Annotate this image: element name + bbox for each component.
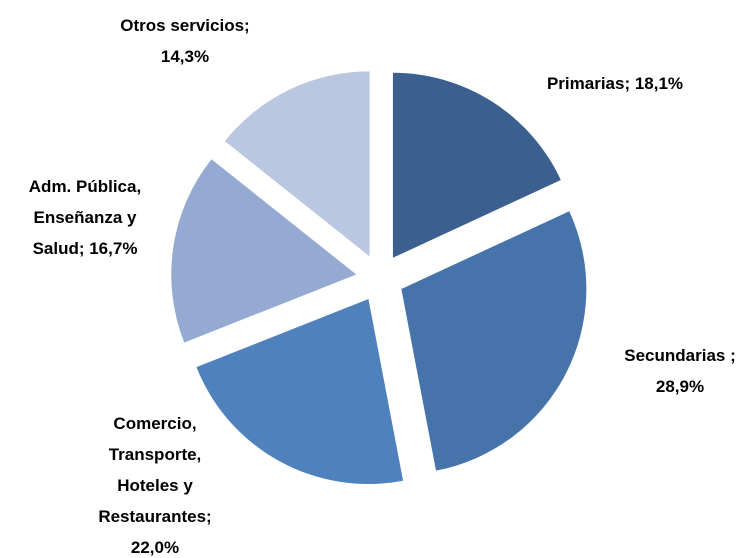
pie-slice bbox=[392, 72, 561, 258]
pie-slice bbox=[171, 159, 357, 343]
data-label-line: 28,9% bbox=[656, 377, 704, 396]
data-label-line: Adm. Pública, bbox=[29, 177, 141, 196]
data-label-line: 14,3% bbox=[161, 47, 209, 66]
data-label: Adm. Pública, Enseñanza y Salud; 16,7% bbox=[29, 177, 141, 258]
data-label-line: 22,0% bbox=[131, 538, 179, 557]
data-label-line: Otros servicios; bbox=[120, 16, 249, 35]
data-label-line: Transporte, bbox=[109, 445, 202, 464]
data-label-line: Enseñanza y bbox=[34, 208, 138, 227]
data-label: Primarias; 18,1% bbox=[547, 74, 683, 93]
data-label: Otros servicios; 14,3% bbox=[120, 16, 249, 66]
data-label-line: Hoteles y bbox=[117, 476, 193, 495]
data-label-line: Restaurantes; bbox=[98, 507, 211, 526]
data-label-line: Secundarias ; bbox=[624, 346, 736, 365]
data-label-line: Comercio, bbox=[113, 414, 196, 433]
data-label-line: Salud; 16,7% bbox=[33, 239, 138, 258]
pie-slice bbox=[196, 299, 404, 485]
pie-slice bbox=[401, 211, 587, 471]
pie-slice bbox=[224, 71, 370, 257]
data-label: Secundarias ; 28,9% bbox=[624, 346, 736, 396]
data-label-line: Primarias; 18,1% bbox=[547, 74, 683, 93]
data-label: Comercio, Transporte, Hoteles y Restaurante… bbox=[98, 414, 211, 557]
